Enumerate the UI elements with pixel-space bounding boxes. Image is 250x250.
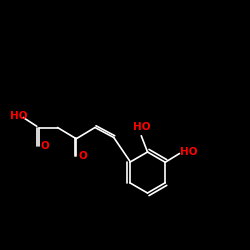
Text: O: O [40, 141, 50, 151]
Text: HO: HO [132, 122, 150, 132]
Text: HO: HO [10, 111, 28, 121]
Text: O: O [78, 151, 87, 161]
Text: HO: HO [180, 147, 197, 157]
